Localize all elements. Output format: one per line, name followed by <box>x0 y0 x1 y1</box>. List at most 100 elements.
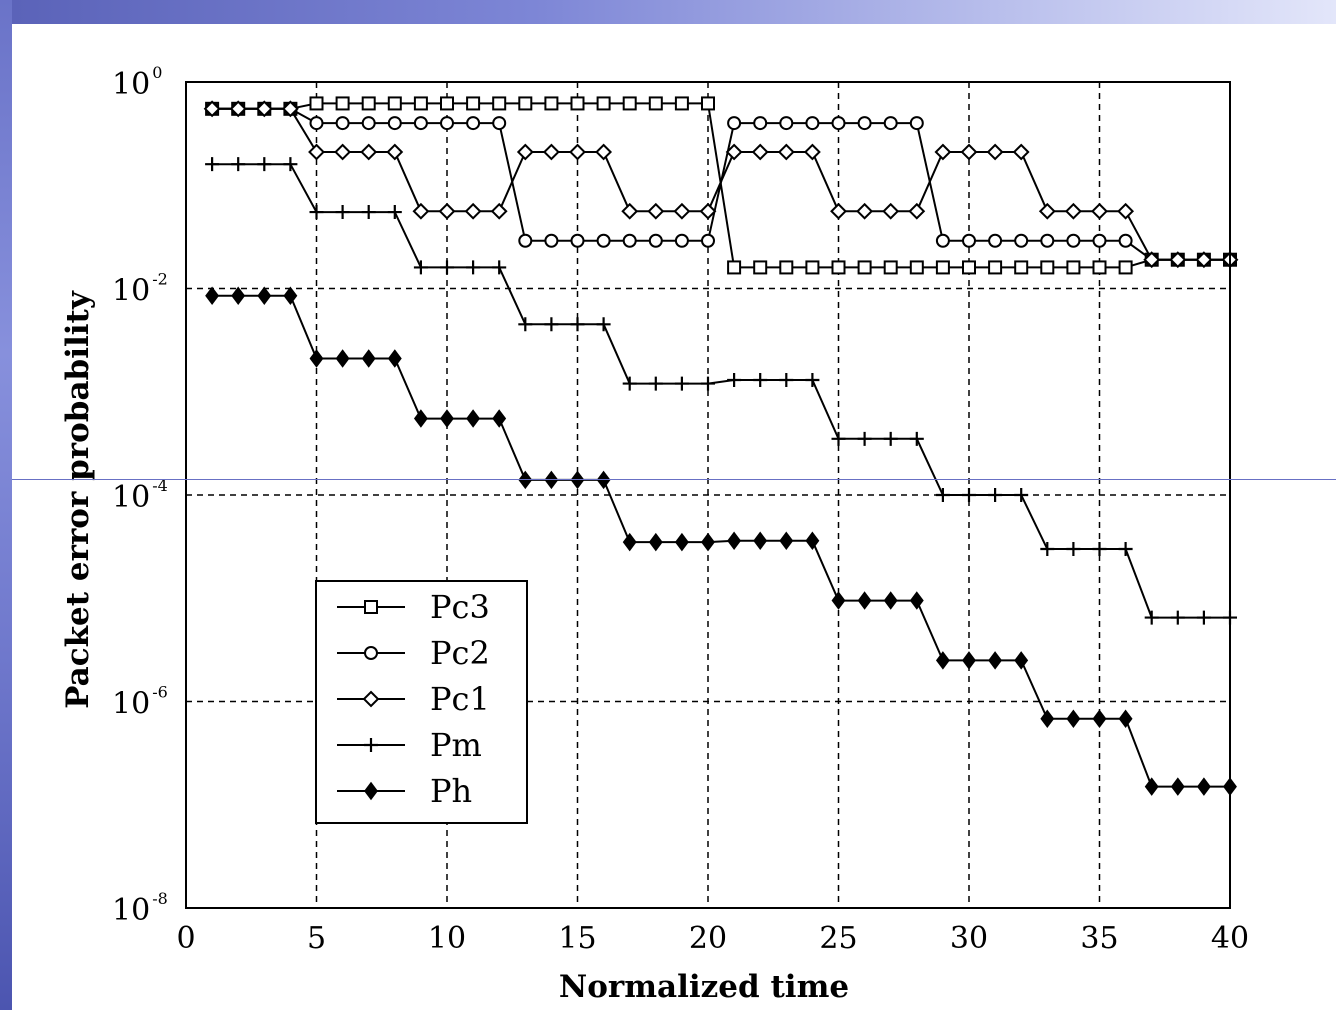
marker-plus <box>883 431 898 446</box>
marker-circle <box>518 233 533 248</box>
marker-diamond <box>464 202 482 220</box>
marker-circle <box>361 116 376 131</box>
marker-filled-diamond <box>283 286 298 306</box>
marker-plus <box>909 431 924 446</box>
marker-plus <box>440 260 454 275</box>
marker-diamond <box>1169 251 1187 269</box>
marker-plus <box>283 157 298 172</box>
marker-filled-diamond <box>1118 709 1133 729</box>
marker-square <box>622 96 637 111</box>
marker-plus <box>831 431 846 446</box>
marker-filled-diamond <box>466 409 481 428</box>
y-tick-label: 10 -6 <box>112 683 168 722</box>
marker-circle <box>309 116 324 131</box>
marker-diamond <box>725 143 743 161</box>
marker-filled-diamond <box>205 286 220 306</box>
marker-diamond <box>1091 202 1108 220</box>
marker-circle <box>492 116 507 131</box>
marker-circle <box>1040 233 1055 248</box>
marker-plus <box>753 372 768 387</box>
marker-square <box>857 260 872 275</box>
marker-circle <box>988 233 1003 248</box>
marker-plus <box>1144 610 1159 625</box>
marker-filled-diamond <box>674 532 689 552</box>
marker-circle <box>779 116 794 131</box>
marker-plus <box>857 431 872 446</box>
marker-plus <box>1118 541 1133 556</box>
marker-filled-diamond <box>1040 709 1055 729</box>
marker-diamond <box>516 143 534 161</box>
marker-square <box>1040 260 1055 275</box>
marker-diamond <box>595 143 613 161</box>
y-tick-label: 10 -8 <box>112 889 168 928</box>
series-markers <box>203 96 1239 796</box>
y-tick-label: 10 0 <box>112 63 162 102</box>
marker-plus <box>492 260 507 275</box>
x-tick-labels: 0 5 10 15 20 25 30 35 40 <box>176 921 1249 956</box>
marker-diamond <box>362 690 380 708</box>
marker-filled-diamond <box>492 409 507 428</box>
marker-plus <box>622 376 637 391</box>
marker-square <box>335 96 350 111</box>
marker-square <box>779 260 794 275</box>
marker-square <box>727 260 742 275</box>
marker-plus <box>309 205 324 220</box>
series-markers-pm <box>205 157 1237 625</box>
marker-square <box>1014 260 1029 275</box>
marker-filled-diamond <box>1170 777 1185 796</box>
series-line-pm <box>212 163 1230 619</box>
marker-filled-diamond <box>779 531 794 551</box>
marker-diamond <box>438 202 456 220</box>
marker-diamond <box>803 143 821 161</box>
marker-circle <box>364 646 378 660</box>
marker-circle <box>570 233 585 248</box>
marker-plus <box>596 317 611 332</box>
marker-circle <box>622 233 637 248</box>
series-line-ph <box>212 294 1230 788</box>
marker-filled-diamond <box>257 286 272 306</box>
marker-filled-diamond <box>622 532 637 552</box>
marker-circle <box>1066 233 1081 248</box>
x-tick-label: 35 <box>1080 921 1118 956</box>
marker-filled-diamond <box>440 409 454 428</box>
marker-filled-diamond <box>909 591 924 610</box>
marker-diamond <box>412 202 430 220</box>
x-tick-label: 20 <box>689 921 727 956</box>
legend-label: Pc1 <box>430 680 490 718</box>
marker-filled-diamond <box>231 286 246 306</box>
y-tick-label: 10 -2 <box>112 270 168 309</box>
marker-filled-diamond <box>753 531 768 551</box>
marker-filled-diamond <box>335 349 350 368</box>
legend-label: Pc3 <box>430 588 490 626</box>
marker-diamond <box>751 143 769 161</box>
marker-filled-diamond <box>701 532 715 552</box>
marker-filled-diamond <box>935 651 950 670</box>
marker-diamond <box>777 143 795 161</box>
x-axis-label: Normalized time <box>559 969 849 1005</box>
marker-diamond <box>308 143 325 161</box>
marker-plus <box>361 205 376 220</box>
marker-diamond <box>1195 251 1213 269</box>
marker-filled-diamond <box>648 532 663 552</box>
marker-filled-diamond <box>727 531 742 551</box>
marker-diamond <box>490 202 508 220</box>
marker-diamond <box>386 143 404 161</box>
series-markers-ph <box>205 286 1237 796</box>
marker-diamond <box>673 202 691 220</box>
marker-circle <box>596 233 611 248</box>
marker-square <box>387 96 402 111</box>
marker-filled-diamond <box>364 781 378 801</box>
marker-diamond <box>960 143 978 161</box>
x-tick-label: 15 <box>558 921 596 956</box>
marker-filled-diamond <box>857 591 872 610</box>
marker-filled-diamond <box>1092 709 1107 729</box>
grid <box>186 82 1230 908</box>
marker-plus <box>1066 541 1081 556</box>
marker-circle <box>440 116 454 131</box>
marker-circle <box>831 116 846 131</box>
marker-square <box>518 96 533 111</box>
marker-circle <box>857 116 872 131</box>
marker-plus <box>1196 610 1211 625</box>
marker-circle <box>1118 233 1133 248</box>
marker-plus <box>988 488 1003 502</box>
